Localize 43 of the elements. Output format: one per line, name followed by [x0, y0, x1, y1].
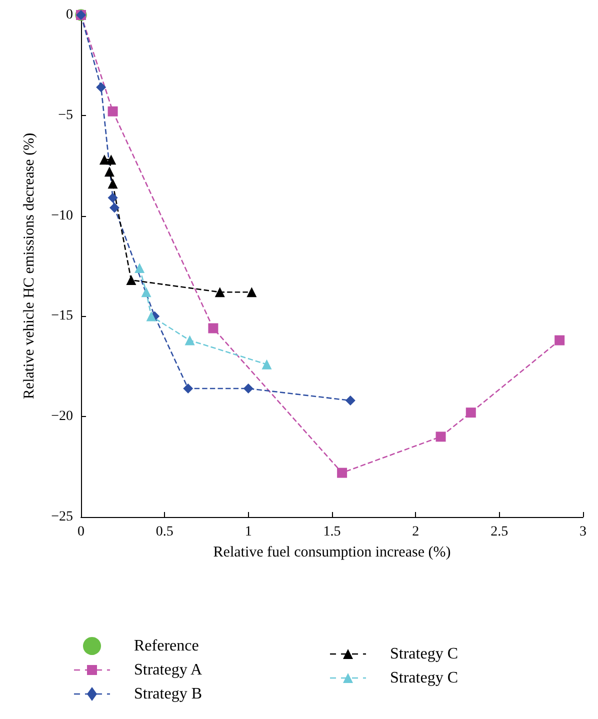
legend-label: Strategy B	[134, 686, 202, 702]
point	[184, 335, 195, 346]
y-axis-title: Relative vehicle HC emissions decrease (%)	[22, 132, 38, 400]
point	[108, 106, 118, 116]
x-tick-label: 0	[78, 524, 84, 540]
point	[436, 432, 446, 442]
point	[183, 383, 194, 394]
point	[141, 287, 152, 298]
x-axis-title: Relative fuel consumption increase (%)	[213, 544, 451, 560]
point	[208, 323, 218, 334]
point	[146, 311, 156, 322]
point	[134, 263, 145, 274]
point	[246, 287, 257, 298]
point	[104, 166, 114, 177]
y-tick-label: 0	[66, 8, 73, 22]
point	[345, 396, 356, 406]
point	[337, 468, 348, 478]
legend-label: Strategy C	[390, 670, 458, 686]
x-tick-label: 1.5	[323, 524, 341, 540]
point	[214, 287, 225, 298]
x-tick-label: 0.5	[156, 524, 174, 540]
point	[109, 202, 120, 213]
point	[243, 383, 254, 394]
x-tick-label: 2.5	[490, 524, 508, 540]
point	[262, 359, 272, 370]
point	[554, 335, 565, 346]
point	[466, 408, 476, 418]
point	[108, 178, 118, 189]
x-tick-label: 2	[412, 524, 420, 540]
point	[108, 192, 118, 203]
x-tick-label: 1	[244, 524, 252, 540]
legend-label: Reference	[134, 638, 199, 654]
legend-label: Strategy A	[134, 662, 202, 678]
y-tick-label: −20	[51, 409, 73, 424]
point	[126, 275, 136, 286]
y-tick-label: −5	[58, 108, 73, 123]
point	[96, 82, 106, 92]
y-tick-label: −25	[51, 510, 73, 524]
x-tick-label: 3	[580, 524, 586, 540]
legend-label: Strategy C	[390, 646, 458, 662]
point	[106, 154, 116, 165]
y-tick-label: −10	[51, 208, 73, 224]
y-tick-label: −15	[51, 308, 73, 324]
